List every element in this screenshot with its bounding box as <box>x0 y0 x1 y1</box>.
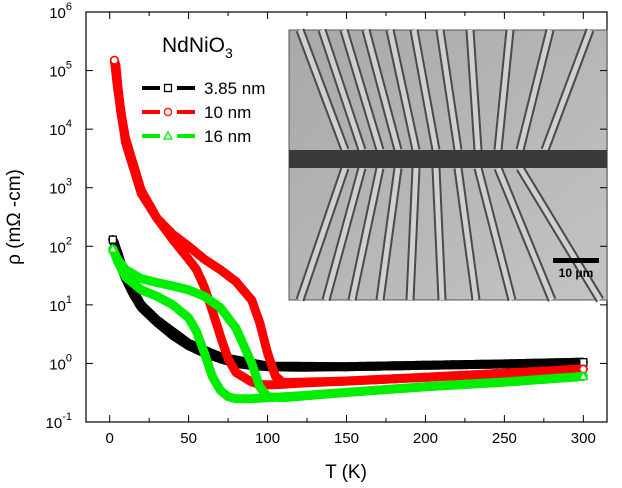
sem-lead-highlight <box>495 167 555 301</box>
x-tick-label: 250 <box>492 430 517 447</box>
data-point <box>110 56 119 65</box>
data-point <box>163 107 173 117</box>
sem-lead-highlight <box>323 167 365 301</box>
sem-lead-highlight <box>319 29 365 151</box>
sem-lead-highlight <box>387 29 419 151</box>
y-tick-label: 106 <box>49 1 72 22</box>
sem-lead-highlight <box>349 167 383 301</box>
data-point <box>578 370 589 381</box>
x-tick-label: 200 <box>413 430 438 447</box>
series-circle <box>109 55 588 390</box>
chart-title-subscript: 3 <box>225 45 233 61</box>
sem-lead-highlight <box>411 29 439 151</box>
sem-lead-highlight <box>297 167 348 301</box>
sem-inset-channel <box>289 150 607 168</box>
series-line <box>108 244 588 403</box>
chart-title: NdNiO3 <box>162 34 233 61</box>
sem-lead-highlight <box>377 167 401 301</box>
y-tick-label: 101 <box>49 294 72 315</box>
legend-label: 10 nm <box>204 103 251 122</box>
sem-lead-highlight <box>542 29 593 151</box>
y-tick-label: 102 <box>49 235 72 256</box>
chart-title-main: NdNiO <box>162 34 225 57</box>
sem-lead-highlight <box>495 29 513 151</box>
x-tick-label: 50 <box>180 430 197 447</box>
series-square <box>108 235 588 372</box>
x-axis: 0 50 100 150 200 250 300 <box>106 12 596 447</box>
x-tick-label: 100 <box>255 430 280 447</box>
y-tick-label: 105 <box>49 60 72 81</box>
sem-lead-highlight <box>517 166 603 302</box>
x-tick-label: 0 <box>106 430 114 447</box>
sem-lead-highlight <box>433 167 445 301</box>
y-tick-label: 10-1 <box>46 411 72 432</box>
sem-scale-bar <box>553 258 599 263</box>
sem-lead-highlight <box>297 29 348 151</box>
legend: 3.85 nm 10 nm 16 nm <box>142 79 265 146</box>
sem-lead-highlight <box>467 29 481 151</box>
series-triangle <box>107 243 589 404</box>
data-point <box>163 83 173 93</box>
data-point <box>162 130 174 140</box>
sem-scale-bar-label: 10 μm <box>559 266 594 280</box>
sem-lead-highlight <box>475 167 515 301</box>
sem-lead-highlight <box>407 167 419 301</box>
series-line <box>108 235 588 372</box>
sem-lead-highlight <box>341 29 383 151</box>
y-tick-label: 100 <box>49 352 72 373</box>
sem-inset-leads <box>295 28 604 303</box>
sem-inset: 10 μm <box>288 28 608 303</box>
sem-lead-highlight <box>455 167 479 301</box>
y-axis: 10-1 100 101 102 103 104 105 106 <box>46 1 607 432</box>
data-point <box>107 243 118 253</box>
sem-lead-highlight <box>517 29 553 151</box>
y-tick-label: 104 <box>49 118 72 139</box>
legend-label: 16 nm <box>204 127 251 146</box>
x-tick-label: 150 <box>334 430 359 447</box>
series-line <box>109 55 588 388</box>
x-tick-label: 300 <box>571 430 596 447</box>
y-axis-title: ρ (mΩ -cm) <box>4 169 25 265</box>
data-series-group <box>107 55 589 404</box>
sem-lead-highlight <box>363 29 401 151</box>
x-axis-title: T (K) <box>325 462 367 483</box>
data-point <box>108 235 117 244</box>
legend-label: 3.85 nm <box>204 79 265 98</box>
y-tick-label: 103 <box>49 177 72 198</box>
sem-lead-highlight <box>437 29 461 151</box>
